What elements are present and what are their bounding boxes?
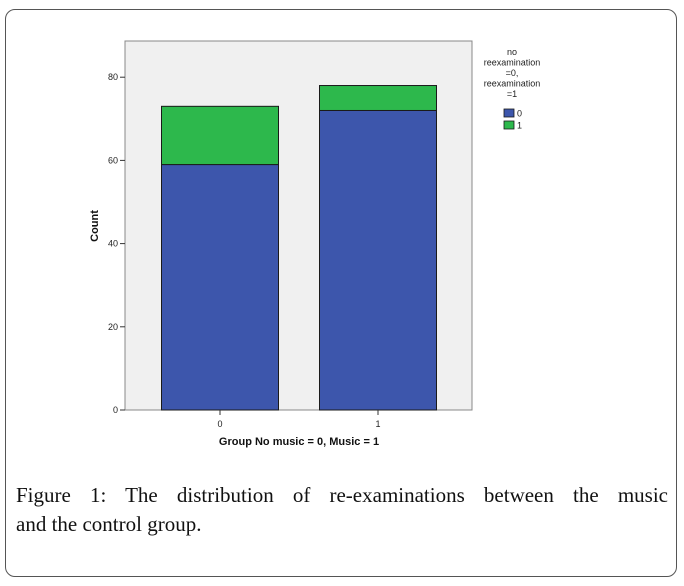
y-tick-label-0: 0 (113, 405, 118, 415)
figure-caption: Figure 1: The distribution of re-examina… (16, 481, 668, 539)
bar-cat0-series0 (161, 164, 279, 411)
y-tick-label-20: 20 (108, 322, 118, 332)
legend-label-1: 1 (517, 121, 522, 131)
legend-title-line: =0, (506, 68, 519, 78)
y-tick-label-60: 60 (108, 155, 118, 165)
legend-title-line: reexamination (484, 58, 541, 68)
x-tick-label-0: 0 (217, 419, 222, 429)
legend-title-line: reexamination (484, 79, 541, 89)
bar-cat1-series1 (319, 85, 437, 111)
legend-swatch-0 (503, 108, 515, 118)
y-tick-label-40: 40 (108, 239, 118, 249)
caption-line-2: and the control group. (16, 512, 202, 536)
y-tick-label-80: 80 (108, 72, 118, 82)
y-axis: 0 20 40 60 80 (108, 72, 125, 415)
x-tick-label-1: 1 (375, 419, 380, 429)
legend-label-0: 0 (517, 109, 522, 119)
legend-title-line: no (507, 47, 517, 57)
x-axis-title: Group No music = 0, Music = 1 (219, 436, 379, 448)
caption-line-1: The distribution of re-examinations betw… (125, 483, 668, 507)
y-axis-title: Count (89, 210, 101, 242)
bars-group (161, 85, 437, 411)
caption-label: Figure 1: (16, 483, 107, 507)
legend-title-line: =1 (507, 89, 517, 99)
bar-cat1-series0 (319, 109, 437, 411)
bar-cat0-series1 (161, 105, 279, 166)
legend-swatch-1 (503, 120, 515, 130)
